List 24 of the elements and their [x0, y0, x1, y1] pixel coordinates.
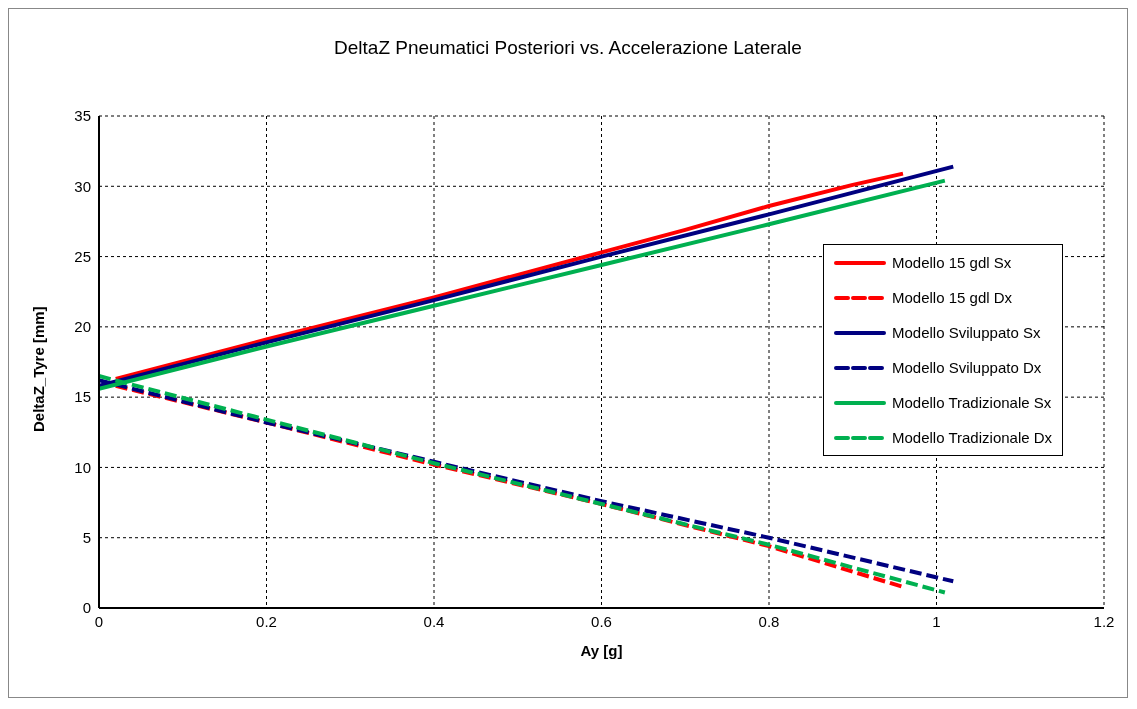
legend-label: Modello Sviluppato Dx: [892, 359, 1042, 376]
chart-title: DeltaZ Pneumatici Posteriori vs. Accelerazione Laterale: [333, 37, 803, 59]
legend-label: Modello Tradizionale Sx: [892, 394, 1052, 411]
y-tick-label: 10: [74, 458, 91, 476]
x-tick-label: 1: [932, 612, 941, 630]
legend-label: Modello Sviluppato Sx: [892, 324, 1041, 341]
y-tick-label: 35: [74, 107, 91, 125]
x-tick-label: 1.2: [1093, 612, 1115, 630]
x-axis-title: Ay [g]: [580, 642, 623, 659]
legend-label: Modello Tradizionale Dx: [892, 429, 1053, 446]
x-tick-label: 0.6: [591, 612, 612, 630]
y-tick-label: 15: [74, 388, 91, 406]
legend-label: Modello 15 gdl Dx: [892, 289, 1013, 306]
x-tick-label: 0.8: [758, 612, 780, 630]
y-tick-label: 30: [74, 177, 91, 195]
y-tick-label: 5: [82, 529, 91, 547]
y-tick-label: 20: [74, 318, 91, 336]
legend-label: Modello 15 gdl Sx: [892, 254, 1012, 271]
x-tick-label: 0.4: [423, 612, 445, 630]
x-tick-label: 0: [94, 612, 104, 630]
y-tick-label: 25: [74, 247, 91, 265]
x-tick-label: 0.2: [256, 612, 277, 630]
y-tick-label: 0: [82, 599, 91, 617]
y-axis-title: DeltaZ_Tyre [mm]: [30, 306, 48, 432]
